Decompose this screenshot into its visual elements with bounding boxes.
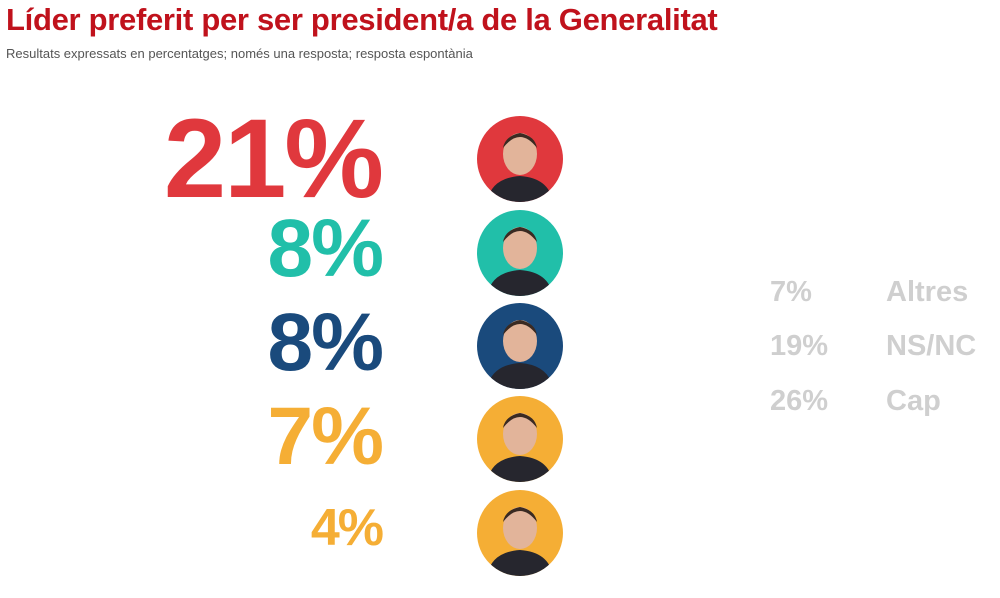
other-category: NS/NC (886, 330, 977, 362)
chart-title: Líder preferit per ser president/a de la… (6, 2, 718, 37)
leader-photo (477, 303, 563, 389)
leader-percentage: 21% (163, 96, 384, 221)
other-percentage: 26% (770, 385, 829, 417)
leader-photo (477, 210, 563, 296)
chart-subtitle: Resultats expressats en percentatges; no… (6, 46, 473, 61)
leader-photo (477, 396, 563, 482)
other-category: Altres (886, 276, 969, 308)
leader-percentage: 8% (267, 203, 384, 294)
other-percentage: 7% (770, 276, 812, 308)
leader-photo (477, 116, 563, 202)
leader-photo (477, 490, 563, 576)
other-category: Cap (886, 385, 941, 417)
leader-percentage: 4% (310, 499, 384, 557)
leader-percentage: 8% (267, 297, 384, 388)
leader-percentage: 7% (267, 391, 384, 482)
other-percentage: 19% (770, 330, 829, 362)
